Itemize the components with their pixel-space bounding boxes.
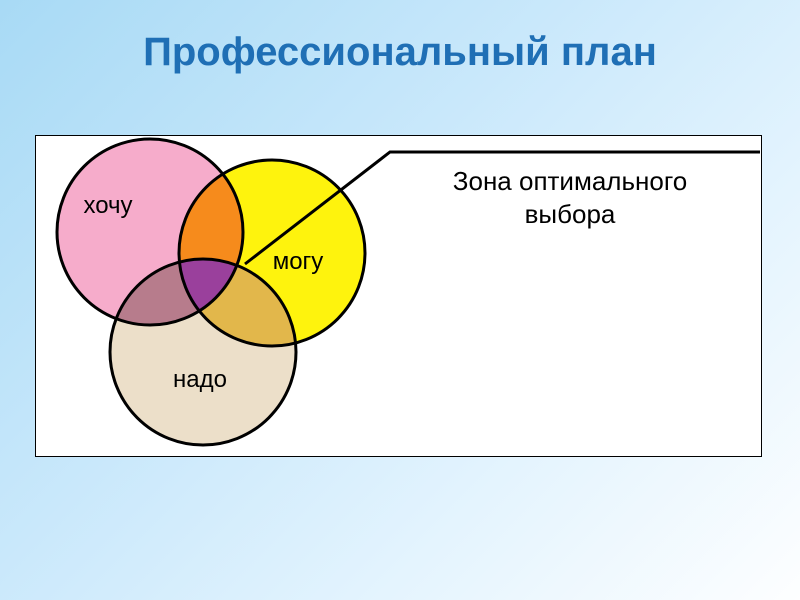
label-can: могу (258, 248, 338, 276)
callout-text: Зона оптимального выбора (410, 165, 730, 230)
callout-line2: выбора (525, 199, 616, 229)
label-want: хочу (68, 192, 148, 220)
venn-diagram (0, 0, 800, 600)
callout-line1: Зона оптимального (453, 166, 687, 196)
label-must: надо (160, 366, 240, 394)
